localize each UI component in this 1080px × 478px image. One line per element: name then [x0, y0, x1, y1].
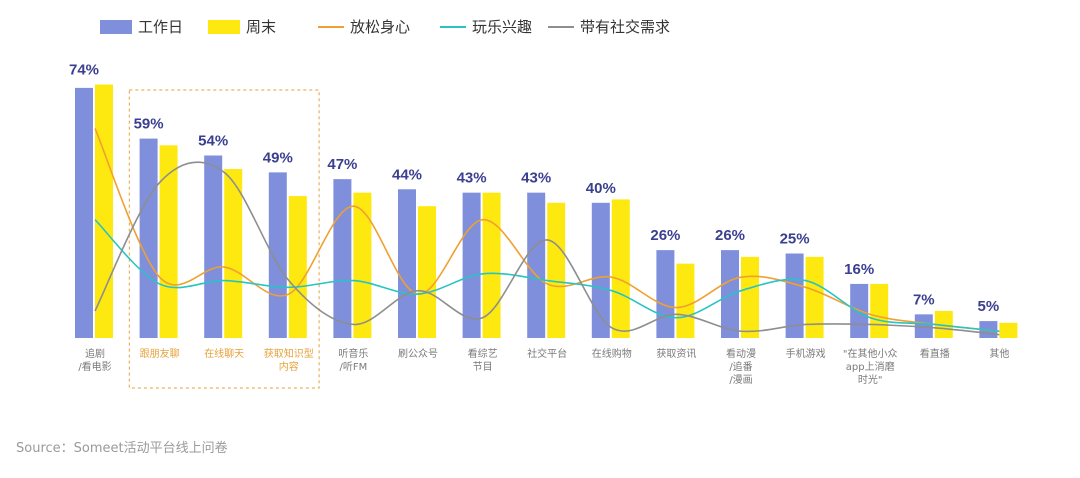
category-label-7: 社交平台: [527, 347, 567, 360]
value-label-2: 54%: [198, 132, 228, 149]
bar-weekday-13: [914, 314, 933, 338]
value-label-14: 5%: [978, 298, 1000, 315]
bar-weekend-0: [95, 84, 113, 338]
bar-weekday-5: [398, 189, 416, 338]
category-label-10: 看动漫/追番/漫画: [726, 347, 756, 386]
bar-weekday-3: [268, 172, 287, 338]
line-series-2: [94, 161, 1000, 336]
bar-weekend-3: [288, 196, 307, 338]
bar-weekend-5: [418, 206, 436, 338]
value-label-0: 74%: [69, 62, 99, 79]
bar-weekday-6: [462, 192, 481, 338]
value-label-6: 43%: [457, 170, 487, 187]
source-note: Source：Someet活动平台线上问卷: [16, 440, 228, 456]
highlight-box: [128, 89, 320, 389]
category-label-0: 追剧/看电影: [78, 347, 111, 373]
legend-label-2: 放松身心: [350, 18, 410, 36]
value-label-7: 43%: [521, 170, 551, 187]
value-label-4: 47%: [327, 156, 357, 173]
bar-weekday-4: [333, 179, 352, 338]
legend-label-0: 工作日: [138, 18, 183, 36]
bar-weekday-10: [721, 250, 739, 338]
bars: [75, 84, 1018, 338]
bar-weekend-14: [999, 322, 1018, 338]
category-label-12: "在其他小众 app上消磨时光": [843, 347, 898, 386]
legend-label-1: 周末: [246, 18, 276, 36]
bar-weekday-0: [75, 87, 93, 338]
lines: [94, 128, 1000, 336]
category-label-6: 看综艺节目: [468, 347, 498, 373]
bar-weekday-9: [656, 250, 675, 338]
value-label-13: 7%: [913, 291, 935, 308]
value-labels: 74% 59% 54% 49% 47% 44% 43% 43% 40% 26% 26% 25% 16% 7…: [69, 62, 999, 316]
category-label-8: 在线购物: [592, 347, 632, 360]
category-label-11: 手机游戏: [786, 347, 826, 360]
bar-weekend-2: [224, 169, 243, 338]
value-label-11: 25%: [780, 231, 810, 248]
bar-weekend-10: [741, 256, 759, 338]
bar-weekend-7: [547, 202, 566, 338]
value-label-1: 59%: [134, 116, 164, 133]
legend-swatch-0: [100, 20, 132, 34]
value-label-8: 40%: [586, 180, 616, 197]
category-label-13: 看直播: [920, 347, 950, 360]
bar-weekend-12: [870, 283, 889, 338]
legend-swatch-1: [208, 20, 240, 34]
value-label-9: 26%: [650, 227, 680, 244]
line-series-1: [94, 219, 1000, 333]
value-label-5: 44%: [392, 166, 422, 183]
bar-weekend-6: [482, 192, 501, 338]
category-label-3: 获取知识型内容: [264, 347, 314, 373]
bar-weekend-9: [676, 263, 695, 338]
legend: 工作日 周末 放松身心 玩乐兴趣 带有社交需求: [100, 18, 670, 36]
category-label-2: 在线聊天: [204, 347, 244, 360]
category-label-1: 跟朋友聊: [140, 347, 180, 360]
bar-weekend-1: [159, 145, 178, 338]
bar-weekend-11: [805, 256, 824, 338]
line-series-0: [94, 128, 1000, 333]
value-label-12: 16%: [844, 261, 874, 278]
bar-weekday-11: [785, 253, 804, 338]
category-label-9: 获取资讯: [656, 348, 696, 360]
category-label-4: 听音乐/听FM: [338, 347, 368, 373]
bar-weekday-2: [204, 155, 223, 338]
value-label-3: 49%: [263, 149, 293, 166]
legend-label-4: 带有社交需求: [580, 18, 670, 36]
bar-weekend-13: [934, 310, 953, 338]
legend-label-3: 玩乐兴趣: [472, 18, 532, 36]
bar-weekday-8: [591, 202, 610, 338]
bar-weekend-8: [611, 199, 630, 338]
category-label-5: 刷公众号: [398, 348, 438, 360]
category-label-14: 其他: [989, 347, 1009, 360]
bar-weekday-7: [527, 192, 546, 338]
bar-weekday-1: [139, 138, 158, 338]
value-label-10: 26%: [715, 227, 745, 244]
bar-weekend-4: [353, 192, 372, 338]
